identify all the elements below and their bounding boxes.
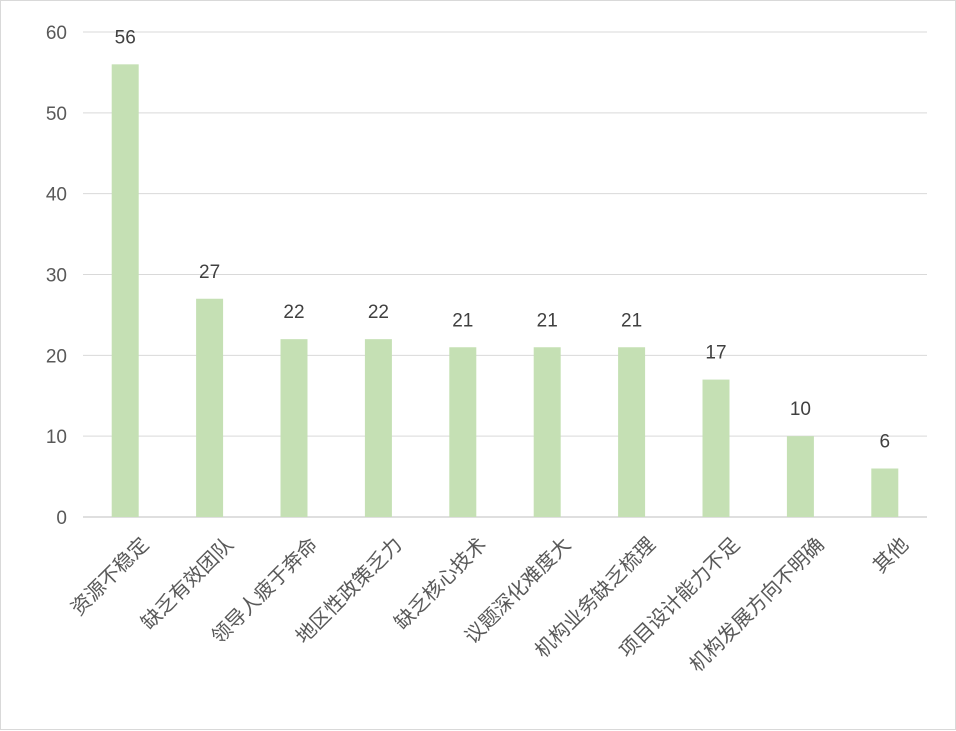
y-tick-label: 30 bbox=[46, 266, 67, 287]
y-tick-label: 60 bbox=[46, 23, 67, 44]
data-label: 27 bbox=[199, 262, 220, 283]
data-label: 56 bbox=[115, 27, 136, 48]
bar bbox=[618, 347, 646, 517]
bar bbox=[196, 298, 224, 517]
bar bbox=[533, 347, 561, 517]
category-label: 其他 bbox=[868, 532, 913, 577]
bar bbox=[702, 379, 730, 517]
data-label: 22 bbox=[368, 302, 389, 323]
data-label: 21 bbox=[537, 310, 558, 331]
category-label: 资源不稳定 bbox=[66, 532, 154, 620]
bar bbox=[449, 347, 477, 517]
data-label: 10 bbox=[790, 399, 811, 420]
y-tick-label: 0 bbox=[56, 508, 67, 529]
bar bbox=[280, 339, 308, 517]
bar bbox=[364, 339, 392, 517]
data-label: 21 bbox=[452, 310, 473, 331]
y-tick-label: 40 bbox=[46, 185, 67, 206]
y-tick-label: 10 bbox=[46, 427, 67, 448]
y-tick-label: 50 bbox=[46, 104, 67, 125]
data-label: 17 bbox=[705, 343, 726, 364]
bar bbox=[111, 64, 139, 518]
bar bbox=[871, 468, 899, 517]
data-label: 6 bbox=[880, 432, 891, 453]
data-label: 22 bbox=[283, 302, 304, 323]
y-tick-label: 20 bbox=[46, 346, 67, 367]
bar bbox=[786, 436, 814, 517]
data-label: 21 bbox=[621, 310, 642, 331]
